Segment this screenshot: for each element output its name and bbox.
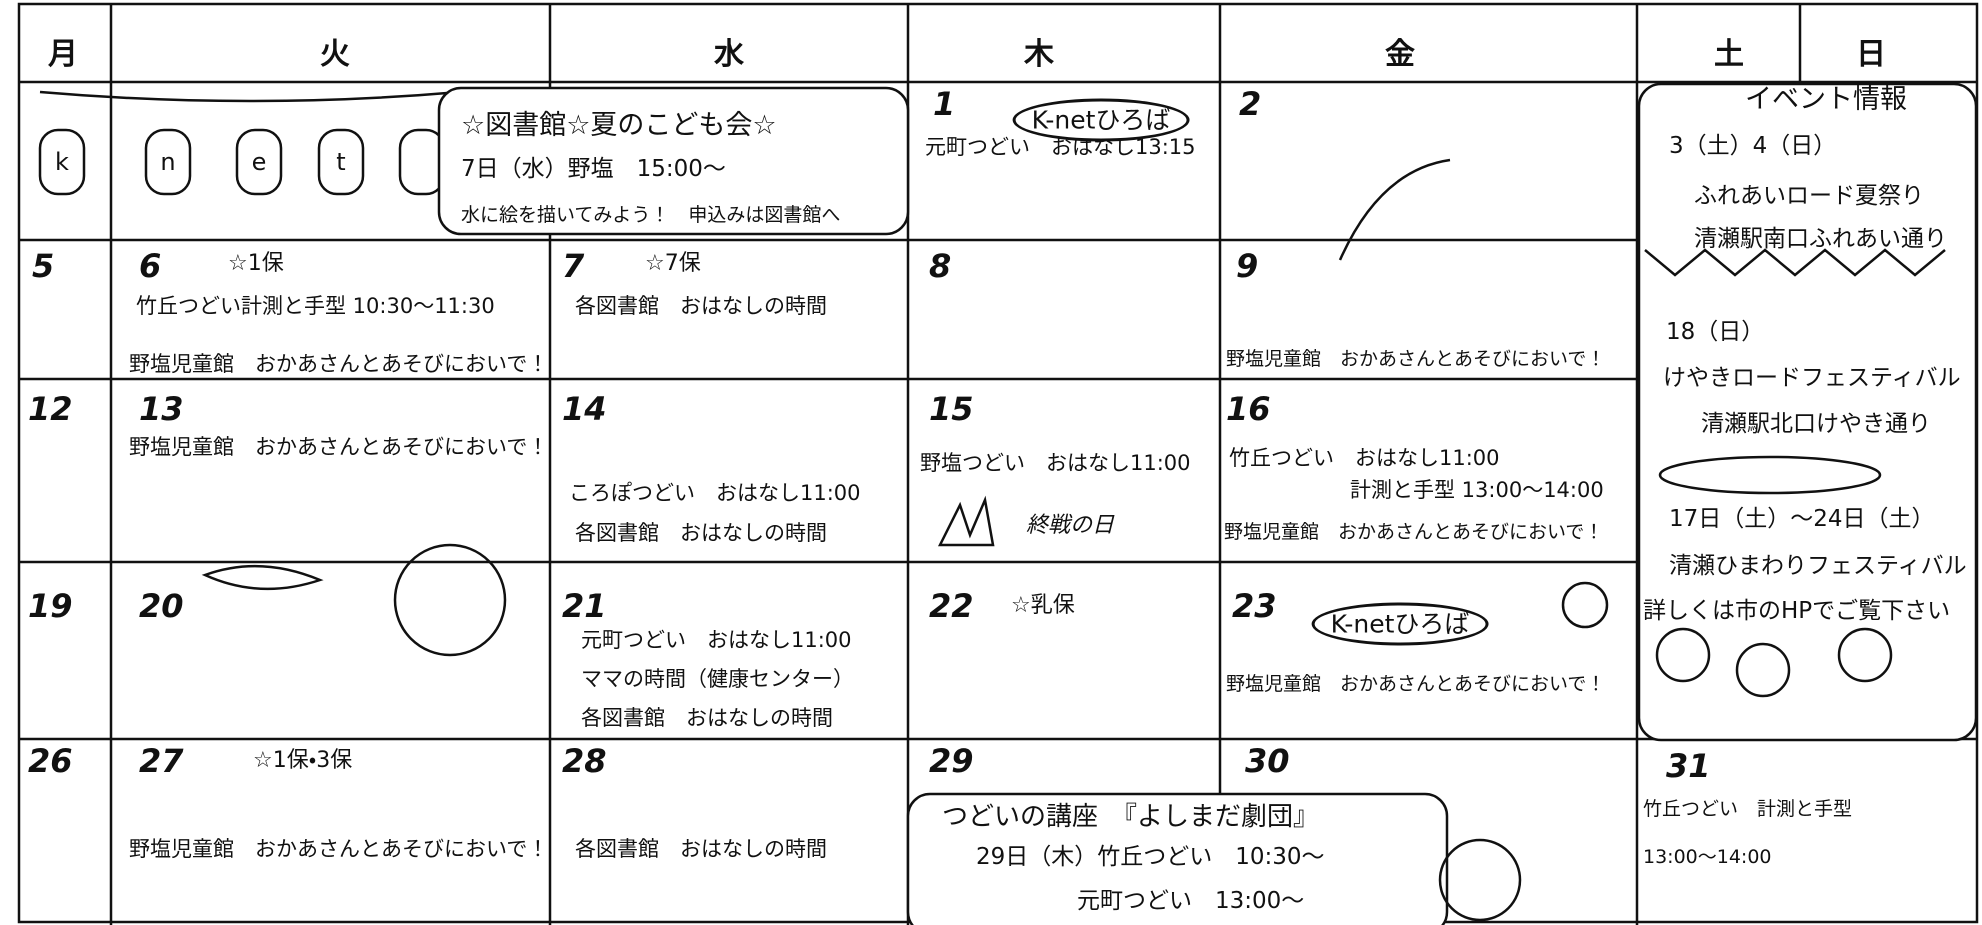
lantern-string [39,90,461,103]
day-number: 15 [929,390,974,428]
day-number: 1 [933,85,956,123]
day-number: 2 [1239,85,1262,123]
day-note: ☆7保 [645,251,701,276]
event-line: けやきロードフェスティバル [1663,365,1961,391]
event-line: 清瀬駅南口ふれあい通り [1694,226,1947,252]
net-handle [1338,158,1451,261]
day-item: 野塩児童館 おかあさんとあそびにおいで！ [1226,348,1606,370]
day-number: 6 [139,247,162,285]
day-note: ☆1保・3保 [253,748,353,773]
day-number: 7 [562,247,585,285]
event-date: 18（日） [1666,319,1765,345]
bunting [1644,248,1946,277]
course-line: 元町つどい 13:00～ [1077,888,1305,914]
day-item: 元町つどい おはなし13:15 [925,135,1196,159]
event-footer: 詳しくは市のHPでご覧下さい [1643,598,1951,624]
day-item: 各図書館 おはなしの時間 [575,294,827,318]
day-item: 各図書館 おはなしの時間 [575,837,827,861]
lantern-letter: k [55,148,69,176]
day-number: 16 [1226,390,1271,428]
day-number: 19 [28,587,73,625]
day-number: 9 [1236,247,1259,285]
day-note: ☆乳保 [1011,593,1075,618]
kidsnet-badge: K-netひろば [1311,602,1489,646]
day-item: 野塩つどい おはなし11:00 [920,451,1191,475]
day-item: 野塩児童館 おかあさんとあそびにおいで！ [1226,673,1606,695]
event-box [1637,82,1978,742]
lantern-letter: t [336,148,346,176]
day-number: 26 [28,742,73,780]
day-item: 野塩児童館 おかあさんとあそびにおいで！ [129,837,549,861]
mosquito-coil [1438,838,1522,922]
day-item: 13:00～14:00 [1643,846,1772,868]
day-number: 8 [929,247,952,285]
event-date: 3（土）4（日） [1669,133,1837,159]
net-illustration [393,543,507,657]
course-line: 29日（木）竹丘つどい 10:30～ [976,844,1325,870]
day-number: 23 [1232,587,1277,625]
weekday: 日 [1856,37,1886,72]
day-number: 22 [929,587,974,625]
day-note: ☆1保 [228,251,284,276]
event-title: イベント情報 [1745,84,1907,115]
illustration-text: 終戦の日 [1026,513,1115,538]
course-title: つどいの講座 『よしまだ劇団』 [942,802,1320,832]
weekday: 水 [714,37,744,72]
event-date: 17日（土）～24日（土） [1669,506,1935,532]
day-number: 27 [139,742,184,780]
day-item: ころぽつどい おはなし11:00 [569,481,861,505]
day-item: 竹丘つどい おはなし11:00 [1229,446,1500,470]
weekday: 火 [320,37,350,72]
day-number: 20 [139,587,184,625]
day-number: 5 [32,247,55,285]
day-number: 12 [28,390,73,428]
day-item: 計測と手型 13:00～14:00 [1350,478,1604,502]
lantern-letter: n [160,148,176,176]
day-number: 30 [1245,742,1290,780]
weekday: 土 [1714,37,1744,72]
fish-illustration [201,564,324,591]
library-box [437,86,910,236]
day-item: 元町つどい おはなし11:00 [581,628,852,652]
day-item: 竹丘つどい計測と手型 10:30～11:30 [136,294,495,318]
event-line: 清瀬駅北口けやき通り [1701,411,1931,437]
day-item: 野塩児童館 おかあさんとあそびにおいで！ [1224,521,1604,543]
event-line: ふれあいロード夏祭り [1694,183,1924,209]
day-item: ママの時間（健康センター） [581,667,854,691]
leaf-illustration [1658,455,1882,495]
day-item: 各図書館 おはなしの時間 [575,521,827,545]
library-date: 7日（水）野塩 15:00～ [461,156,726,182]
library-note: 水に絵を描いてみよう！ 申込みは図書館へ [461,204,841,226]
day-item: 各図書館 おはなしの時間 [581,706,833,730]
day-number: 31 [1666,747,1711,785]
lantern-letter: e [251,148,267,176]
weekday: 木 [1024,37,1054,72]
day-number: 29 [929,742,974,780]
day-item: 竹丘つどい 計測と手型 [1643,798,1853,820]
library-title: ☆図書館☆夏のこども会☆ [461,110,777,141]
day-number: 13 [139,390,184,428]
day-number: 28 [562,742,607,780]
course-box [906,792,1449,925]
crane-illustration [937,495,995,547]
sunflowers [1561,581,1893,698]
lanterns [38,128,446,196]
day-number: 21 [562,587,607,625]
day-item: 野塩児童館 おかあさんとあそびにおいで！ [129,435,549,459]
day-number: 14 [562,390,607,428]
weekday: 金 [1385,37,1415,72]
weekday: 月 [48,37,78,72]
kidsnet-badge: K-netひろば [1012,98,1190,142]
event-line: 清瀬ひまわりフェスティバル [1669,553,1967,579]
day-item: 野塩児童館 おかあさんとあそびにおいで！ [129,352,549,376]
